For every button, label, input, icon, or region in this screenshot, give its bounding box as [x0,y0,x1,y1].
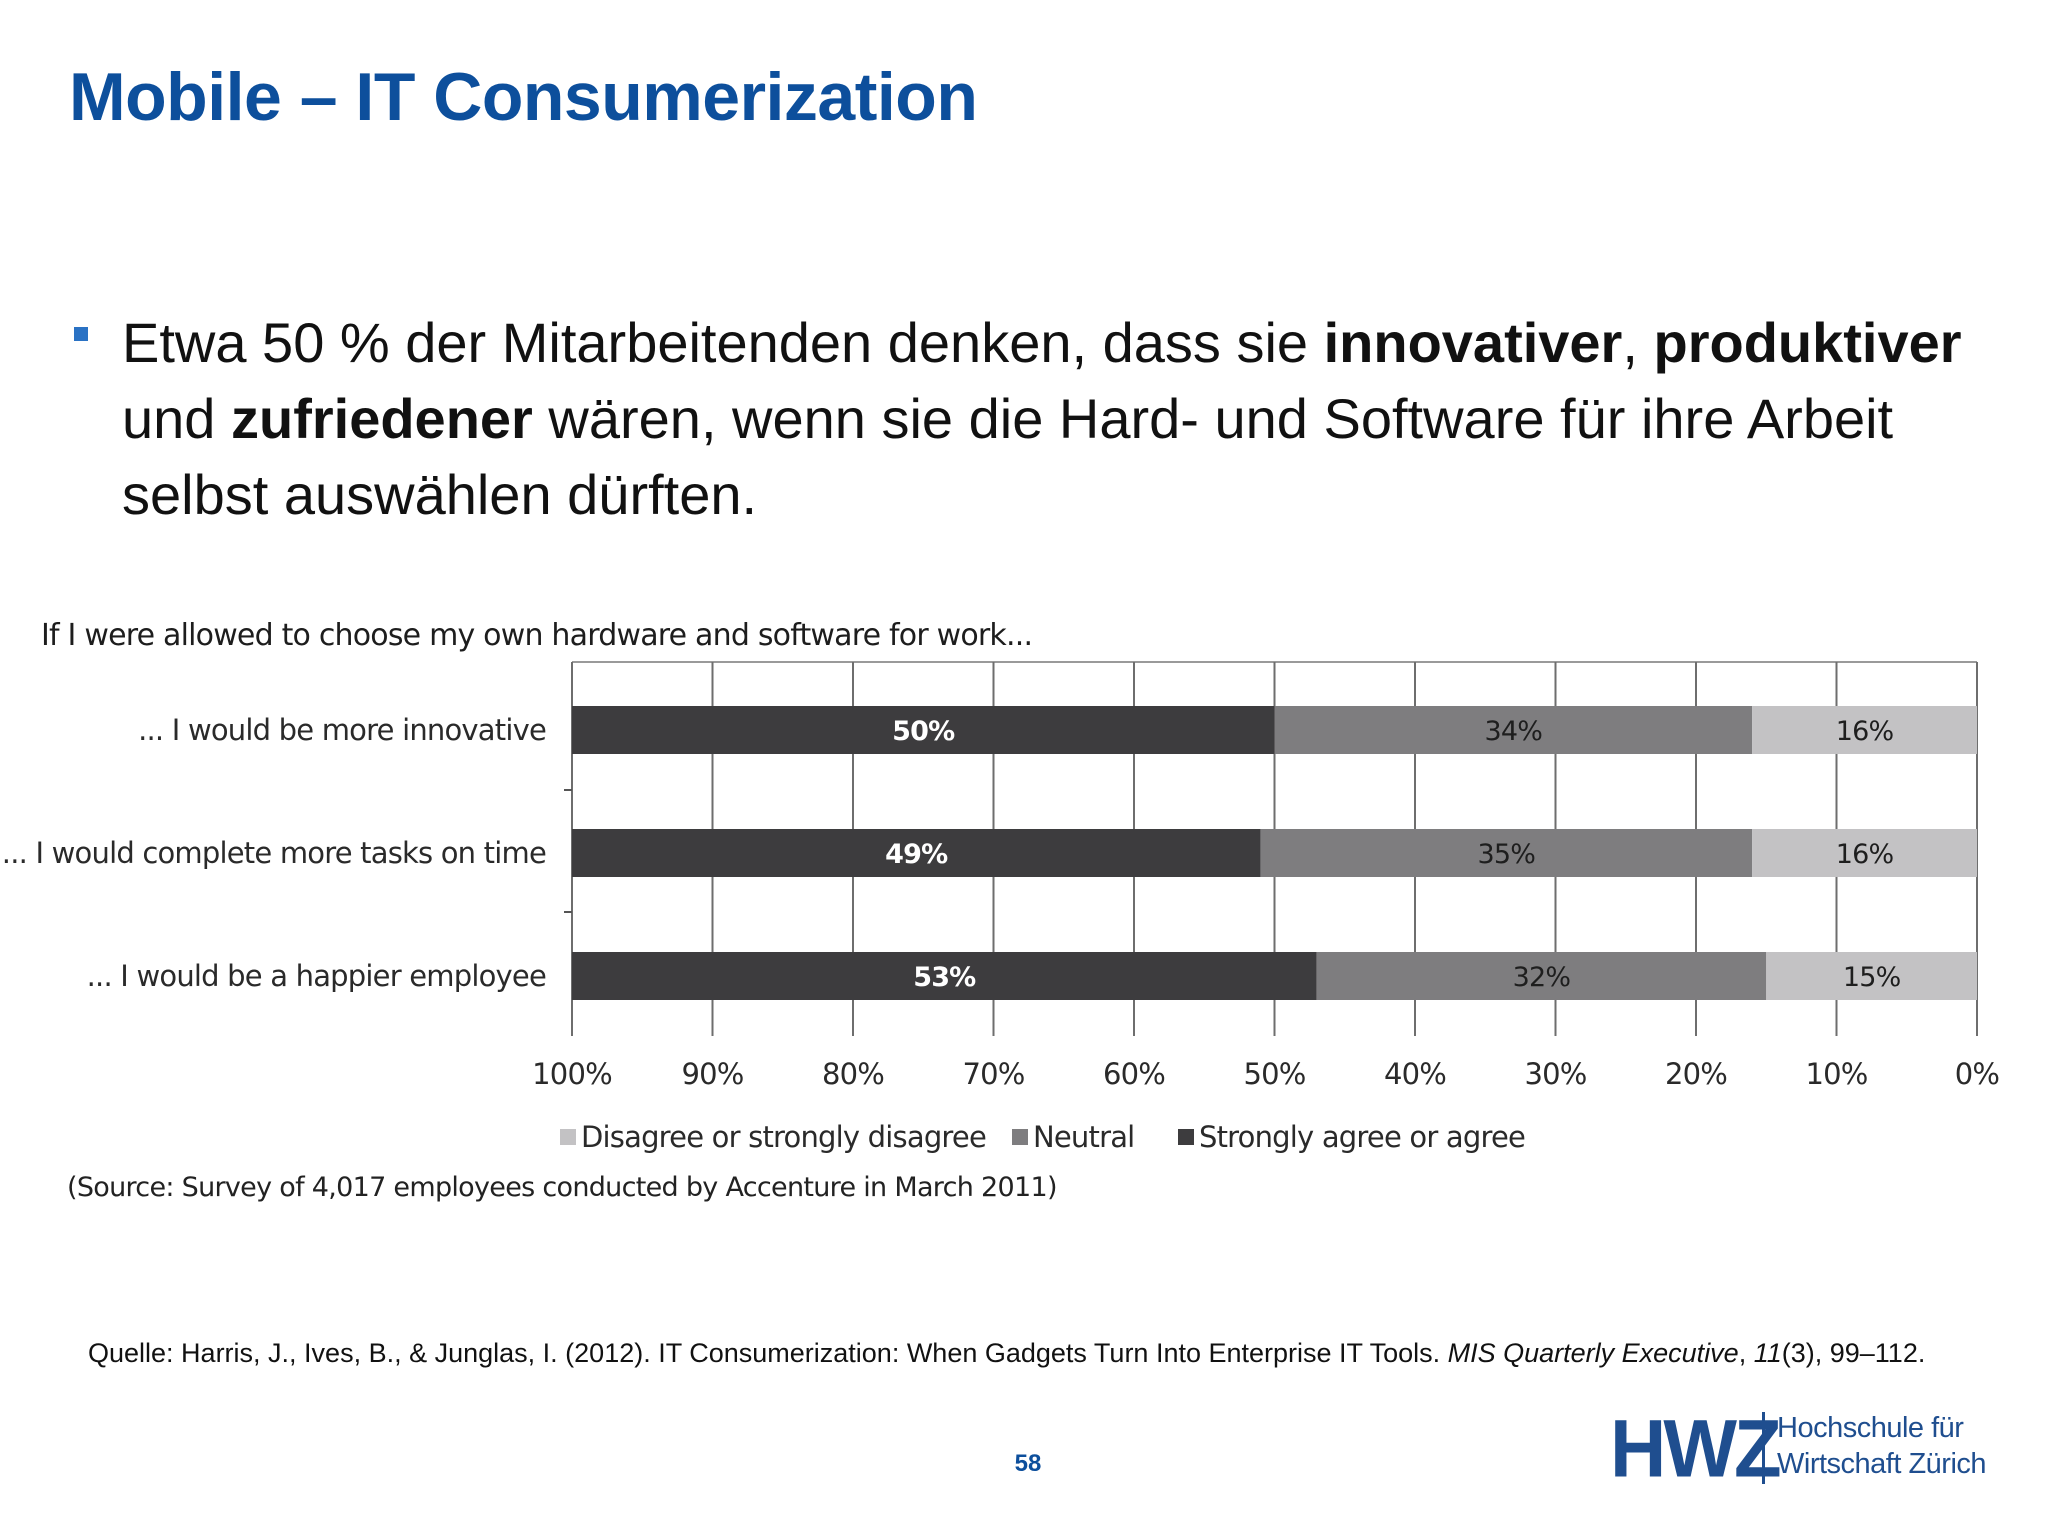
x-tick-label: 30% [1524,1057,1586,1091]
bar-segment [1316,952,1767,1000]
bullet-text-segment: Etwa 50 % der Mitarbeitenden denken, das… [122,311,1324,374]
bar-segment [572,829,1261,877]
logo-divider [1762,1412,1765,1484]
bar-data-label: 32% [1513,962,1571,993]
chart-source: (Source: Survey of 4,017 employees condu… [67,1172,1057,1203]
bar-data-label: 50% [892,716,955,747]
bullet-text-segment: , [1622,311,1654,374]
reference-volume: 11 [1753,1338,1782,1368]
hwz-logo: HWZ Hochschule für Wirtschaft Zürich [1610,1401,1990,1495]
page-number: 58 [1014,1450,1042,1477]
bar-data-label: 15% [1843,962,1901,993]
reference-text: , [1738,1338,1754,1368]
bar-data-label: 53% [913,962,976,993]
x-tick-label: 50% [1243,1057,1305,1091]
logo-line-2: Wirtschaft Zürich [1777,1448,1987,1480]
bullet-text-segment: und [122,387,231,450]
bar-segment [1260,829,1753,877]
legend-label: Disagree or strongly disagree [581,1120,986,1154]
x-tick-label: 100% [532,1057,612,1091]
bullet-bold-produktiver: produktiver [1653,311,1962,374]
reference-citation: Quelle: Harris, J., Ives, B., & Junglas,… [88,1336,1968,1370]
logo-line-1: Hochschule für [1777,1412,1964,1444]
reference-text: Quelle: Harris, J., Ives, B., & Junglas,… [88,1338,1448,1368]
bar-segment [1766,952,1977,1000]
reference-journal: MIS Quarterly Executive [1447,1338,1739,1368]
x-tick-label: 70% [962,1057,1024,1091]
x-tick-label: 80% [822,1057,884,1091]
category-label: ... I would complete more tasks on time [2,836,546,870]
x-tick-label: 60% [1103,1057,1165,1091]
reference-text: (3), 99–112. [1781,1338,1926,1368]
x-tick-label: 20% [1665,1057,1727,1091]
bar-segment [572,952,1317,1000]
category-label: ... I would be more innovative [138,713,546,747]
legend-swatch [1178,1129,1194,1145]
legend-swatch [1012,1129,1028,1145]
bar-data-label: 35% [1478,839,1536,870]
bullet-bold-zufriedener: zufriedener [231,387,533,450]
x-tick-label: 90% [681,1057,743,1091]
bar-segment [1752,706,1977,754]
bar-data-label: 34% [1485,716,1543,747]
bullet-text-segment: wären, wenn sie die Hard- und Software f… [122,387,1894,526]
bar-data-label: 49% [885,839,948,870]
bar-segment [1752,829,1977,877]
slide-title: Mobile – IT Consumerization [69,59,978,135]
bullet-text: Etwa 50 % der Mitarbeitenden denken, das… [122,305,2002,533]
bullet-square-icon [74,327,88,341]
legend-swatch [560,1129,576,1145]
bar-data-label: 16% [1836,839,1894,870]
bar-data-label: 16% [1836,716,1894,747]
bar-segment [572,706,1275,754]
legend-label: Neutral [1033,1120,1134,1154]
x-tick-label: 40% [1384,1057,1446,1091]
x-tick-label: 0% [1955,1057,1999,1091]
chart-title: If I were allowed to choose my own hardw… [41,618,1033,653]
legend-label: Strongly agree or agree [1199,1120,1525,1154]
logo-mark: HWZ [1610,1401,1782,1495]
category-label: ... I would be a happier employee [87,959,546,993]
bullet-point: Etwa 50 % der Mitarbeitenden denken, das… [72,305,2002,533]
x-tick-label: 10% [1805,1057,1867,1091]
bullet-bold-innovativer: innovativer [1323,311,1623,374]
bar-segment [1274,706,1753,754]
